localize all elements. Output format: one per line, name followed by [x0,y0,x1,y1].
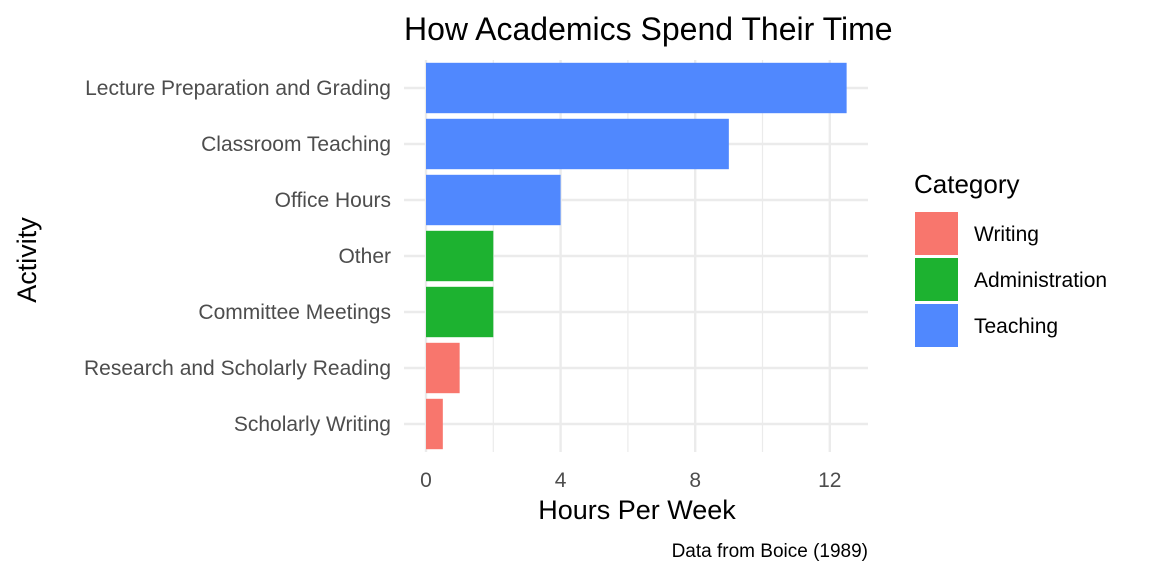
y-tick-label: Research and Scholarly Reading [84,357,391,380]
bar [426,398,443,450]
x-tick-labels: 0 4 8 12 [420,469,841,492]
bar [426,62,847,114]
legend-title: Category [914,169,1020,199]
legend-label: Teaching [974,315,1058,338]
bar [426,230,494,282]
y-tick-label: Office Hours [275,189,391,212]
bar [426,174,561,226]
legend-swatch [915,212,958,255]
legend-swatch [915,304,958,347]
y-tick-label: Other [338,245,391,268]
x-tick-label: 12 [818,469,841,492]
legend: Category Writing Administration Teaching [914,169,1107,347]
y-tick-label: Lecture Preparation and Grading [85,77,391,100]
x-tick-label: 4 [555,469,567,492]
bar [426,342,460,394]
x-tick-label: 8 [689,469,701,492]
bar [426,286,494,338]
bar [426,118,729,170]
x-tick-label: 0 [420,469,432,492]
chart-caption: Data from Boice (1989) [672,541,868,562]
legend-label: Writing [974,223,1039,246]
legend-label: Administration [974,269,1107,292]
y-tick-label: Classroom Teaching [201,133,391,156]
y-tick-label: Committee Meetings [198,301,391,324]
y-tick-label: Scholarly Writing [234,413,391,436]
legend-swatch [915,258,958,301]
chart-title: How Academics Spend Their Time [404,11,893,47]
y-axis-label: Activity [12,217,42,303]
bars [426,62,847,450]
x-axis-label: Hours Per Week [538,495,736,525]
y-tick-labels: Lecture Preparation and Grading Classroom… [84,77,391,436]
